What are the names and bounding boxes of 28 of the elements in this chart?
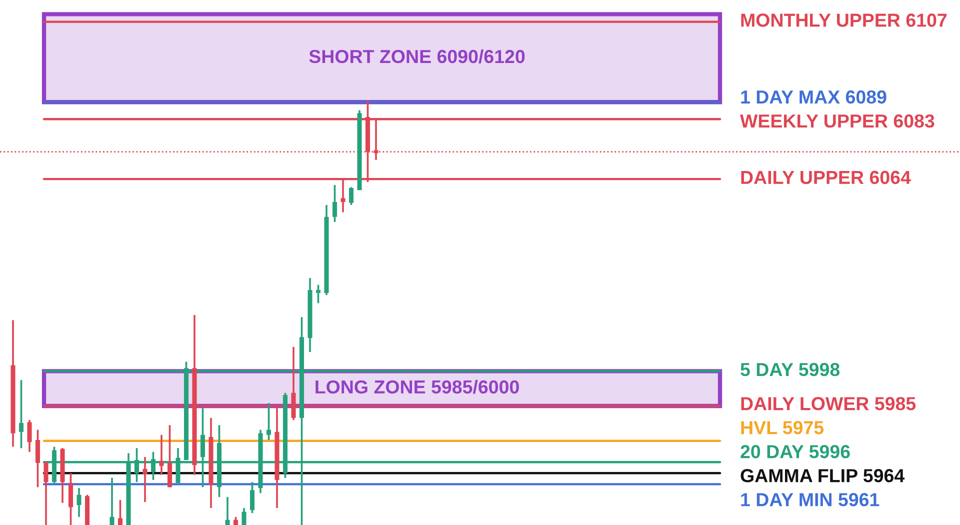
candlestick	[18, 379, 24, 449]
ref-line-label: GAMMA FLIP 5964	[740, 469, 905, 482]
candlestick	[316, 284, 321, 304]
candlestick	[348, 186, 354, 206]
candlestick	[27, 419, 32, 453]
candlestick	[118, 499, 123, 525]
ref-line-label: 20 DAY 5996	[740, 445, 850, 458]
candlestick	[159, 434, 164, 476]
ref-line-label: DAILY LOWER 5985	[741, 397, 916, 410]
ref-line-label: 1 DAY MIN 5961	[741, 493, 880, 506]
candlestick	[332, 184, 338, 223]
candlestick	[110, 476, 114, 525]
ref-line-label: HVL 5975	[741, 421, 824, 434]
band-label: SHORT ZONE 6090/6120	[309, 49, 525, 64]
candlestick	[266, 402, 272, 441]
ref-line-label: WEEKLY UPPER 6083	[740, 114, 934, 128]
candlestick	[225, 496, 230, 525]
ref-line-label: 1 DAY MAX 6089	[741, 90, 886, 104]
ref-line-label: DAILY UPPER 6064	[741, 170, 911, 184]
band-label: LONG ZONE 5985/6000	[316, 380, 519, 394]
candlestick	[242, 507, 246, 525]
ref-line-label: MONTHLY UPPER 6107	[741, 14, 947, 27]
candlestick	[250, 481, 255, 514]
candlestick	[35, 428, 40, 488]
ref-line-label: 5 DAY 5998	[740, 362, 840, 376]
candlestick	[142, 456, 148, 503]
candlestick	[76, 487, 82, 518]
candlestick	[44, 461, 48, 525]
